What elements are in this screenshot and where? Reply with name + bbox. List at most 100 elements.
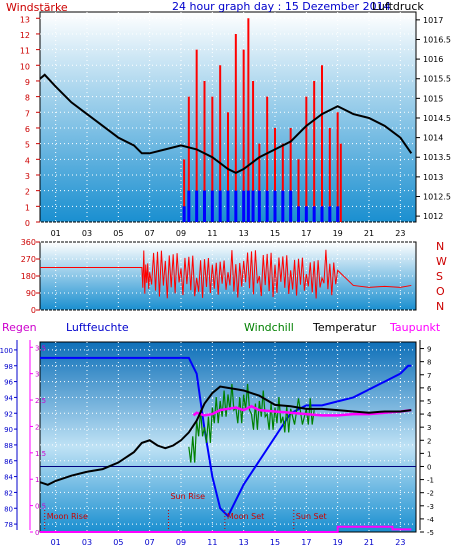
wind-tick-label: 4	[25, 156, 30, 165]
pressure-tick-label: 1015	[423, 94, 443, 103]
rain-tick-label: 2	[35, 423, 39, 431]
wind-gust-bars	[183, 18, 342, 222]
rain-tick-label: 0.5	[35, 503, 46, 511]
wind-tick-label: 8	[25, 94, 30, 103]
pressure-series	[39, 73, 413, 175]
temperature-tick-label: 6	[427, 385, 432, 393]
rain-label: Regen	[2, 321, 37, 334]
temperature-tick-label: -2	[427, 490, 434, 498]
rain-tick-label: 1.5	[35, 450, 46, 458]
x-tick-label-top: 19	[333, 229, 343, 238]
pressure-tick-label: 1017	[423, 16, 443, 25]
temperature-tick-label: 4	[427, 411, 432, 419]
humidity-tick-label: 88	[4, 442, 13, 450]
direction-tick-label: 0	[31, 306, 36, 315]
x-tick-label-top: 07	[145, 229, 155, 238]
x-tick-label-bottom: 03	[82, 538, 92, 547]
rain-tick-label: 3.5	[35, 344, 46, 352]
x-tick-label-bottom: 01	[51, 538, 61, 547]
bottom-plot-area	[39, 341, 417, 533]
wind-tick-label: 5	[25, 141, 30, 150]
x-tick-label-top: 15	[270, 229, 280, 238]
rain-tick-label: 2.5	[35, 397, 46, 405]
x-tick-label-bottom: 05	[113, 538, 123, 547]
x-tick-label-bottom: 07	[145, 538, 155, 547]
temperature-axis-ticks: -5 -4 -3 -2 -1 0 1 2 3 4 5 6 7 8 9	[420, 346, 435, 537]
wind-tick-label: 3	[25, 172, 30, 181]
humidity-tick-label: 90	[4, 426, 13, 434]
windchill-label: Windchill	[244, 321, 294, 334]
pressure-tick-label: 1012.5	[423, 192, 451, 201]
rain-tick-label: 1	[35, 476, 39, 484]
direction-axis-ticks: 360 270 180 90 0	[21, 238, 40, 315]
x-tick-label-bottom: 09	[176, 538, 186, 547]
wind-tick-label: 1	[25, 203, 30, 212]
dewpoint-series	[192, 404, 412, 417]
x-tick-label-bottom: 17	[301, 538, 311, 547]
wind-tick-label: 10	[20, 62, 30, 71]
pressure-tick-label: 1013.5	[423, 153, 451, 162]
temperature-label: Temperatur	[312, 321, 377, 334]
humidity-tick-label: 80	[4, 505, 13, 513]
x-tick-label-bottom: 23	[395, 538, 405, 547]
x-tick-label-top: 17	[301, 229, 311, 238]
temperature-tick-label: -3	[427, 503, 434, 511]
wind-axis-label: Windstärke	[6, 1, 68, 14]
x-tick-label-bottom: 11	[207, 538, 217, 547]
temperature-tick-label: 9	[427, 346, 431, 354]
pressure-axis-label: Luftdruck	[372, 0, 424, 13]
temperature-tick-label: -4	[427, 516, 435, 524]
x-tick-label-top: 09	[176, 229, 186, 238]
humidity-tick-label: 78	[4, 521, 13, 529]
pressure-tick-label: 1015.5	[423, 75, 451, 84]
wind-avg-bars	[182, 190, 340, 222]
temperature-series	[39, 385, 412, 486]
rain-axis-ticks: 0 0.5 1 1.5 2 2.5 3 3.5	[30, 344, 46, 537]
direction-letter: S	[436, 270, 443, 283]
x-tick-label-top: 03	[82, 229, 92, 238]
dewpoint-label: Taupunkt	[389, 321, 441, 334]
rain-series	[40, 525, 412, 533]
chart-title: 24 hour graph day : 15 Dezember 2014	[172, 0, 391, 13]
humidity-tick-label: 98	[4, 363, 13, 371]
humidity-tick-label: 82	[4, 489, 13, 497]
temperature-tick-label: 8	[427, 359, 431, 367]
x-tick-label-bottom: 19	[333, 538, 343, 547]
direction-letter: N	[436, 240, 444, 253]
temperature-tick-label: 2	[427, 437, 431, 445]
x-tick-label-top: 23	[395, 229, 405, 238]
x-tick-label-top: 05	[113, 229, 123, 238]
x-tick-label-top: 21	[364, 229, 374, 238]
wind-tick-label: 12	[20, 31, 30, 40]
temperature-tick-label: 7	[427, 372, 431, 380]
direction-tick-label: 180	[21, 272, 36, 281]
x-tick-label-bottom: 21	[364, 538, 374, 547]
temperature-tick-label: 0	[427, 463, 431, 471]
x-tick-label-top: 11	[207, 229, 217, 238]
humidity-series	[40, 356, 412, 518]
sun-moon-events: Moon Rise Sun Rise Moon Set Sun Set	[44, 492, 327, 530]
temperature-tick-label: 1	[427, 450, 431, 458]
pressure-axis-ticks: 1012 1012.5 1013 1013.5 1014 1014.5 1015 1015.5…	[416, 16, 451, 221]
rain-tick-label: 0	[35, 529, 39, 537]
humidity-tick-label: 96	[4, 379, 13, 387]
wind-tick-label: 2	[25, 188, 30, 197]
pressure-tick-label: 1012	[423, 212, 443, 221]
humidity-tick-label: 86	[4, 458, 13, 466]
temperature-tick-label: -5	[427, 529, 434, 537]
pressure-tick-label: 1014.5	[423, 114, 451, 123]
wind-tick-label: 0	[25, 219, 30, 228]
wind-tick-label: 11	[20, 47, 30, 56]
humidity-tick-label: 84	[4, 474, 13, 482]
direction-tick-label: 360	[21, 238, 36, 247]
pressure-tick-label: 1016	[423, 55, 443, 64]
pressure-tick-label: 1016.5	[423, 35, 451, 44]
x-tick-labels-top: 01 03 05 07 09 11 13 15 17 19 21 23	[51, 229, 406, 238]
direction-plot-area	[39, 241, 417, 311]
pressure-tick-label: 1014	[423, 134, 443, 143]
event-label: Sun Rise	[170, 492, 205, 501]
temperature-tick-label: 5	[427, 398, 431, 406]
pressure-tick-label: 1013	[423, 173, 443, 182]
